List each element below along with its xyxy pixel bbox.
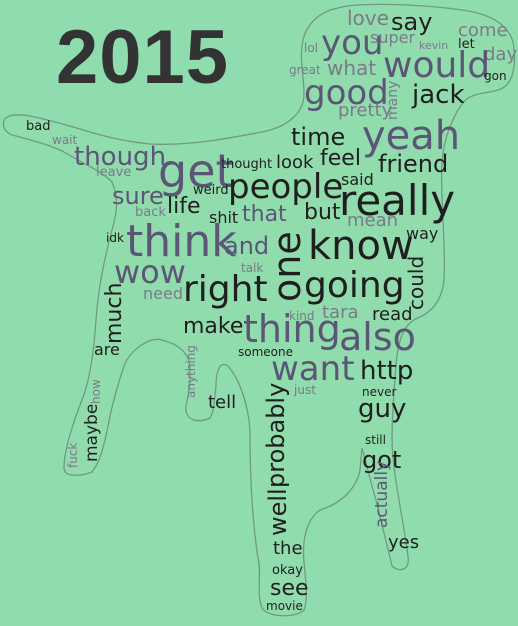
word-still: still xyxy=(365,433,386,447)
word-come: come xyxy=(458,20,508,41)
word-sure: sure xyxy=(112,182,164,210)
word-could: could xyxy=(404,255,428,310)
word-well: well xyxy=(264,488,292,536)
word-fuck: fuck xyxy=(66,442,80,468)
word-okay: okay xyxy=(272,563,303,578)
word-think: think xyxy=(126,216,237,267)
word-also: also xyxy=(339,315,416,359)
word-guy: guy xyxy=(358,394,407,424)
word-wait: wait xyxy=(52,133,78,147)
word-love: love xyxy=(347,6,389,30)
word-good: good xyxy=(304,73,389,113)
word-make: make xyxy=(183,314,244,339)
word-how: how xyxy=(89,379,103,404)
word-yeah: yeah xyxy=(362,113,461,159)
word-day: day xyxy=(484,44,518,65)
word-shit: shit xyxy=(209,208,239,227)
word-time: time xyxy=(291,123,346,151)
word-yes: yes xyxy=(388,532,420,553)
word-but: but xyxy=(304,200,341,225)
word-want: want xyxy=(271,349,355,389)
word-movie: movie xyxy=(266,599,303,613)
word-talk: talk xyxy=(241,261,264,275)
word-weird: weird xyxy=(193,183,229,198)
word-wow: wow xyxy=(114,253,186,291)
word-probably: probably xyxy=(262,382,290,488)
word-let: let xyxy=(458,37,475,52)
word-get: get xyxy=(158,144,234,198)
word-and: and xyxy=(224,232,270,260)
dog-outline xyxy=(2,3,516,617)
word-what: what xyxy=(327,56,377,80)
word-say: say xyxy=(391,8,433,36)
word-friend: friend xyxy=(378,150,449,178)
word-jack: jack xyxy=(412,80,465,110)
word-someone: someone xyxy=(238,345,293,359)
word-going: going xyxy=(304,265,405,306)
word-people: people xyxy=(228,167,344,207)
word-read: read xyxy=(372,304,413,325)
word-back: back xyxy=(135,205,166,220)
word-know: know xyxy=(308,223,414,269)
word-are: are xyxy=(94,340,120,359)
word-actually: actually xyxy=(372,460,392,528)
word-got: got xyxy=(362,446,402,474)
word-the: the xyxy=(273,538,303,559)
word-thing: thing xyxy=(243,307,341,351)
year-title: 2015 xyxy=(56,15,230,100)
word-tara: tara xyxy=(322,302,359,323)
word-just: just xyxy=(294,383,316,397)
word-maybe: maybe xyxy=(82,403,102,462)
word-mean: mean xyxy=(347,210,399,231)
word-http: http xyxy=(360,356,414,386)
word-much: much xyxy=(102,282,127,344)
word-thought: thought xyxy=(221,157,273,172)
word-bad: bad xyxy=(26,119,51,134)
word-way: way xyxy=(406,224,439,243)
word-leave: leave xyxy=(96,165,132,180)
word-great: great xyxy=(289,63,321,77)
word-said: said xyxy=(341,170,374,189)
word-need: need xyxy=(143,284,183,303)
word-you: you xyxy=(321,23,384,63)
word-kevin: kevin xyxy=(419,39,449,52)
word-anything: anything xyxy=(184,345,198,398)
word-feel: feel xyxy=(320,146,361,171)
word-though: though xyxy=(74,142,167,172)
word-lol: lol xyxy=(304,41,319,55)
word-super: super xyxy=(370,28,416,47)
word-tell: tell xyxy=(208,392,237,413)
word-idk: idk xyxy=(106,231,124,245)
word-one: one xyxy=(265,231,309,302)
word-look: look xyxy=(276,152,314,173)
word-right: right xyxy=(183,269,268,310)
word-never: never xyxy=(362,385,397,399)
word-that: that xyxy=(242,202,287,227)
word-would: would xyxy=(383,45,491,86)
word-see: see xyxy=(270,576,309,601)
word-kind: kind xyxy=(289,309,315,323)
word-really: really xyxy=(339,176,456,225)
word-life: life xyxy=(167,194,201,219)
word-pretty: pretty xyxy=(338,100,393,121)
word-gon: gon xyxy=(484,69,507,83)
